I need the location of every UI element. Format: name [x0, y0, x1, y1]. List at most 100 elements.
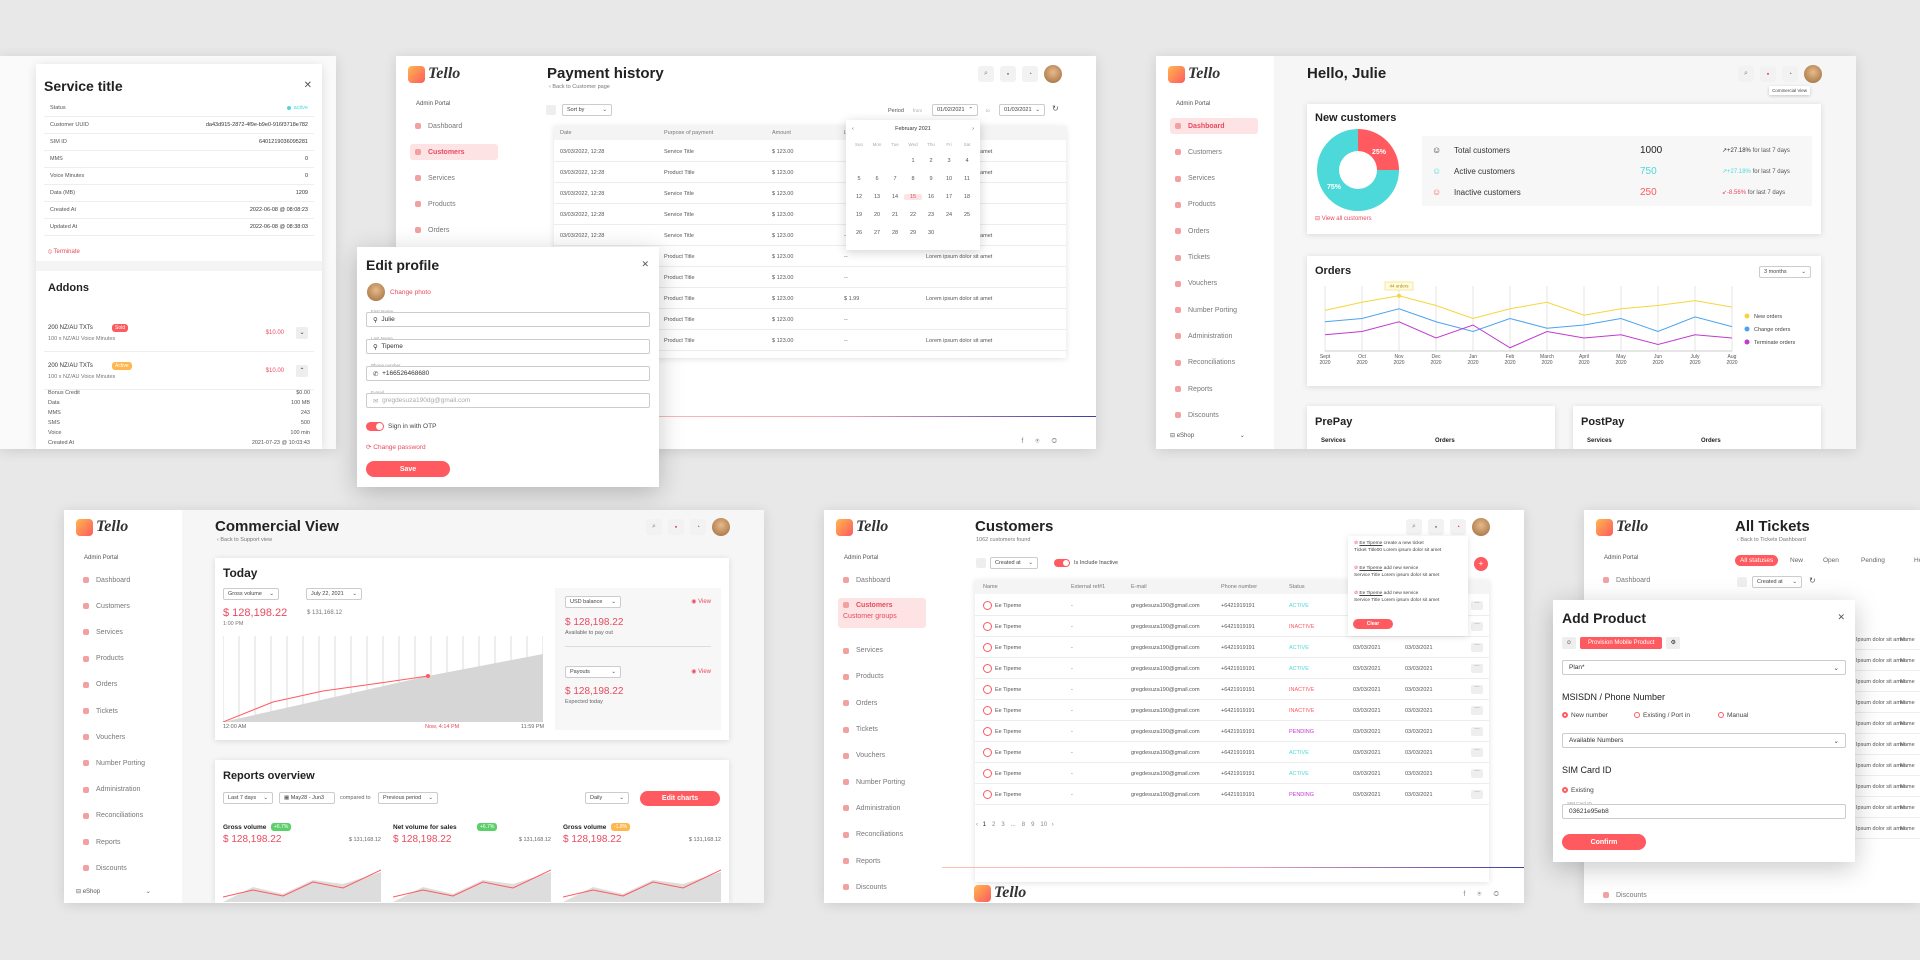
sidebar-item-vouchers[interactable]: Vouchers [1170, 276, 1258, 292]
terminate-link[interactable]: ⦸ Terminate [48, 249, 80, 255]
close-icon[interactable]: ✕ [1837, 612, 1845, 622]
sidebar-item-discounts[interactable]: Discounts [1170, 407, 1258, 423]
filter-icon[interactable] [546, 105, 556, 115]
calendar-day[interactable]: 1 [911, 158, 915, 164]
sidebar-item-services[interactable]: Services [838, 643, 926, 659]
edit-charts-button[interactable]: Edit charts [640, 791, 720, 806]
pagination[interactable]: ‹ 1 2 3... 8 9 10 › [976, 822, 1054, 828]
to-date[interactable]: 01/03/2021 ⌄ [999, 104, 1045, 116]
sidebar-item-customers[interactable]: Customers [838, 598, 926, 629]
table-row[interactable]: Ipsum dolor sit amet Name [1852, 777, 1920, 797]
sim-card-field[interactable]: 03621e95eb8 [1562, 804, 1846, 819]
sidebar-item-vouchers[interactable]: Vouchers [78, 729, 166, 745]
refresh-icon[interactable]: ↻ [1809, 576, 1816, 585]
calendar-day[interactable]: 16 [927, 194, 935, 200]
existing-radio[interactable]: Existing [1562, 787, 1594, 794]
change-password-link[interactable]: ⟳ Change password [366, 444, 426, 451]
calendar-day[interactable]: 6 [875, 176, 879, 182]
phone-field[interactable]: ✆ +166526468680 [366, 366, 650, 381]
sidebar-item-tickets[interactable]: Tickets [1170, 250, 1258, 266]
table-row[interactable]: Ee Tipeme - gregdesuza190@gmail.com +642191… [975, 596, 1489, 616]
sidebar-item-administration[interactable]: Administration [1170, 328, 1258, 344]
social-icons[interactable]: f ⍟ ◎ [1021, 438, 1062, 445]
avatar[interactable] [1472, 518, 1490, 536]
table-row[interactable]: Ipsum dolor sit amet Name [1852, 651, 1920, 671]
bell-icon[interactable]: ◔ [690, 519, 706, 535]
search-icon[interactable]: ⌕ [978, 66, 994, 82]
back-link[interactable]: ‹ Back to Support view [217, 537, 273, 543]
ticket-tab[interactable]: All statuses [1735, 555, 1779, 566]
avatar[interactable] [712, 518, 730, 536]
clear-button[interactable]: Clear [1353, 619, 1393, 629]
sidebar-item-customers[interactable]: Customers [78, 598, 166, 614]
table-row[interactable]: Ipsum dolor sit amet Name [1852, 672, 1920, 692]
sidebar-item-administration[interactable]: Administration [78, 782, 166, 798]
sidebar-item-services[interactable]: Services [410, 170, 498, 186]
report-card[interactable]: Gross volume -1.8% $ 128,198.22 $ 131,168.1… [561, 818, 723, 903]
close-icon[interactable]: ✕ [303, 80, 312, 91]
ticket-tab[interactable]: Hold [1914, 557, 1920, 564]
sidebar-item-reports[interactable]: Reports [78, 834, 166, 850]
first-name-field[interactable]: ⚲ Julie [366, 312, 650, 327]
view-link-2[interactable]: ◉ View [691, 669, 711, 675]
eshop-item[interactable]: ⊟ eShop ⌄ [1170, 433, 1245, 439]
gross-select[interactable]: Gross volume ⌄ [223, 588, 279, 600]
sidebar-item-tickets[interactable]: Tickets [78, 703, 166, 719]
ticket-tab[interactable]: New [1790, 557, 1804, 564]
calendar-day[interactable]: 7 [893, 176, 897, 182]
calendar-day[interactable]: 22 [909, 212, 917, 218]
sidebar-item-reports[interactable]: Reports [1170, 381, 1258, 397]
bag-icon[interactable]: ▪ [1428, 519, 1444, 535]
calendar-day[interactable]: 5 [857, 176, 861, 182]
calendar-day[interactable]: 12 [855, 194, 863, 200]
back-link[interactable]: ‹ Back to Tickets Dashboard [1737, 537, 1806, 543]
table-row[interactable]: Ipsum dolor sit amet Name [1852, 693, 1920, 713]
more-icon[interactable]: ⋯ [1471, 622, 1483, 631]
sidebar-item-dashboard[interactable]: Dashboard [410, 118, 498, 134]
table-row[interactable]: 03/03/2022, 12:28 Service Title $ 123.00 [554, 205, 1066, 225]
sidebar-item-products[interactable]: Products [410, 196, 498, 212]
calendar-day[interactable]: 13 [873, 194, 881, 200]
report-card[interactable]: Gross volume +6.7% $ 128,198.22 $ 131,168.1… [221, 818, 383, 903]
filter-icon[interactable] [1737, 577, 1747, 587]
sidebar-item-reconciliations[interactable]: Reconciliations [1170, 355, 1258, 371]
table-row[interactable]: Ipsum dolor sit amet Name [1852, 756, 1920, 776]
calendar-day[interactable]: 10 [945, 176, 953, 182]
more-icon[interactable]: ⋯ [1471, 790, 1483, 799]
sidebar-subitem-customer-groups[interactable]: Customer groups [843, 613, 897, 621]
more-icon[interactable]: ⋯ [1471, 706, 1483, 715]
notification-item[interactable]: ⊘ Ee Tipeme add new service Service Title… [1354, 591, 1462, 603]
date-picker[interactable]: ‹ February 2021 › Sun Mon Tue Wed Thu Fri Sat 1 2 3 4… [846, 120, 980, 250]
sidebar-item-services[interactable]: Services [1170, 171, 1258, 187]
more-icon[interactable]: ⋯ [1471, 685, 1483, 694]
calendar-day[interactable]: 25 [963, 212, 971, 218]
bell-icon[interactable]: ◔ [1022, 66, 1038, 82]
ticket-tab[interactable]: Pending [1861, 557, 1885, 564]
chevron-down-icon[interactable]: ⌄ [296, 327, 308, 339]
social-icons[interactable]: f ⍟ ◎ [1463, 891, 1504, 898]
calendar-day[interactable]: 28 [891, 230, 899, 236]
sidebar-item-vouchers[interactable]: Vouchers [838, 748, 926, 764]
sidebar-item-products[interactable]: Products [838, 669, 926, 685]
created-select[interactable]: Created at ⌄ [990, 557, 1038, 569]
sidebar-item-orders[interactable]: Orders [838, 695, 926, 711]
sidebar-item-products[interactable]: Products [78, 651, 166, 667]
date-select[interactable]: July 22, 2021 ⌄ [306, 588, 362, 600]
sidebar-item-reconciliations[interactable]: Reconciliations [78, 808, 166, 824]
table-row[interactable]: Ee Tipeme - gregdesuza190@gmail.com +642191… [975, 743, 1489, 763]
table-row[interactable]: 03/03/2022, 12:28 Service Title $ 123.00 --… [554, 226, 1066, 246]
sidebar-item-dashboard[interactable]: Dashboard [1598, 572, 1686, 588]
step-provision[interactable]: Provision Mobile Product [1580, 636, 1663, 649]
sidebar-item-discounts[interactable]: Discounts [1598, 887, 1686, 903]
sidebar-item-orders[interactable]: Orders [1170, 223, 1258, 239]
back-link[interactable]: ‹ Back to Customer page [549, 84, 610, 90]
change-photo-link[interactable]: Change photo [390, 289, 431, 296]
report-card[interactable]: Net volume for sales +6.7% $ 128,198.22 $ 1… [391, 818, 553, 903]
more-icon[interactable]: ⋯ [1471, 601, 1483, 610]
sidebar-item-orders[interactable]: Orders [78, 677, 166, 693]
email-field[interactable]: ✉ gregdesuza190dg@gmail.com [366, 393, 650, 408]
table-row[interactable]: Ee Tipeme - gregdesuza190@gmail.com +642191… [975, 722, 1489, 742]
calendar-day[interactable]: 23 [927, 212, 935, 218]
calendar-day[interactable]: 27 [873, 230, 881, 236]
bag-icon[interactable]: ▪ [1000, 66, 1016, 82]
